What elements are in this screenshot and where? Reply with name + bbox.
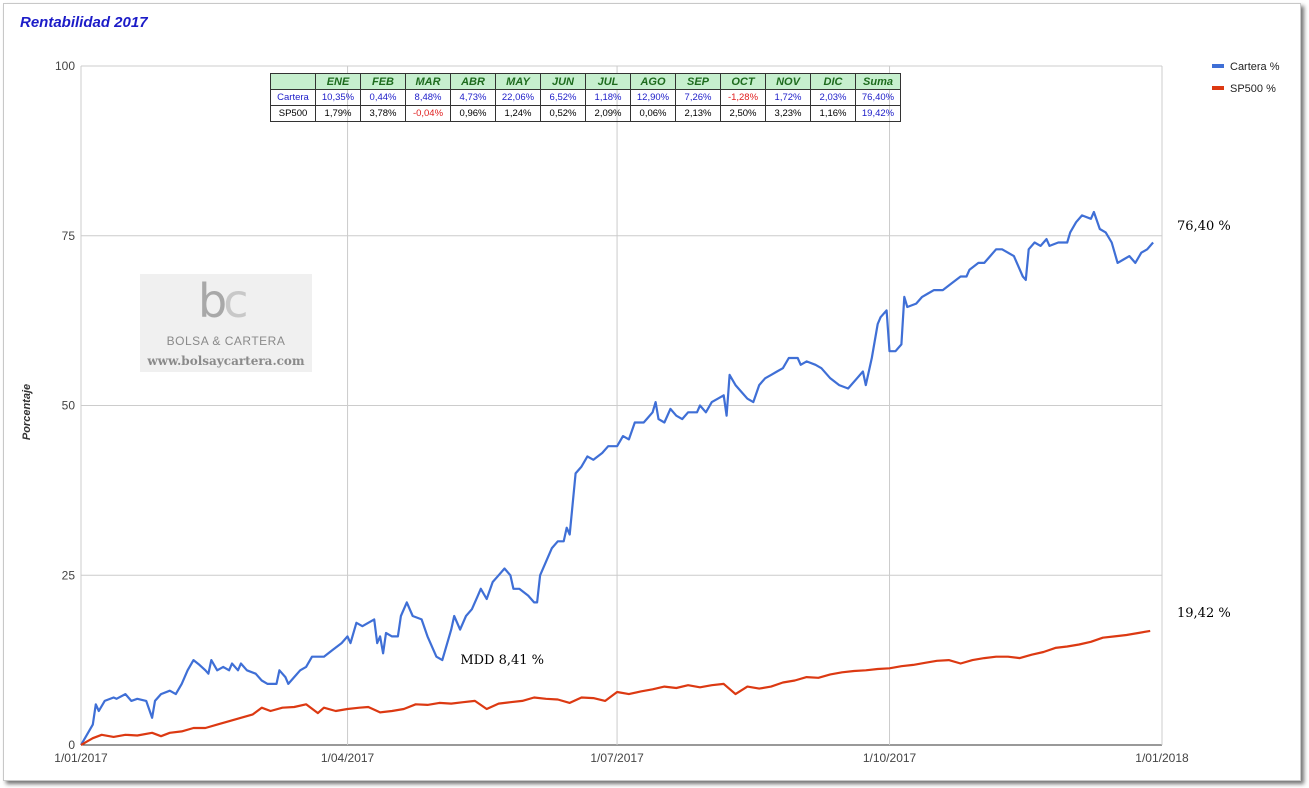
table-header-cell: AGO (630, 73, 676, 90)
legend-label: Cartera % (1230, 61, 1280, 73)
series-end-label: 76,40 % (1177, 219, 1231, 234)
x-tick-label: 1/04/2017 (321, 751, 375, 765)
watermark-url: www.bolsaycartera.com (147, 354, 305, 368)
table-header-cell: OCT (720, 73, 766, 90)
y-tick-label: 75 (62, 229, 76, 243)
table-cell: 3,23% (765, 105, 811, 122)
annotation-mdd: MDD 8,41 % (460, 653, 544, 668)
table-cell: -1,28% (720, 89, 766, 106)
table-cell: 10,35% (315, 89, 361, 106)
table-cell: 1,72% (765, 89, 811, 106)
legend: Cartera % SP500 % (1212, 61, 1280, 95)
table-cell: 8,48% (405, 89, 451, 106)
y-tick-label: 25 (62, 568, 76, 582)
series-layer: 76,40 % 19,42 % (80, 210, 1231, 746)
x-tick-label: 1/01/2017 (54, 751, 108, 765)
table-header-cell: MAY (495, 73, 541, 90)
x-tick-label: 1/07/2017 (590, 751, 644, 765)
table-cell: 0,44% (360, 89, 406, 106)
row-label-cartera: Cartera (270, 89, 316, 106)
watermark-bc-logo: bc (198, 274, 249, 328)
x-tick-label: 1/01/2018 (1135, 751, 1189, 765)
table-cell: 6,52% (540, 89, 586, 106)
table-cell: 0,06% (630, 105, 676, 122)
table-cell: 0,52% (540, 105, 586, 122)
table-header-cell: JUL (585, 73, 631, 90)
monthly-returns-table: ENE FEB MAR ABR MAY JUN JUL AGO SEP OCT … (270, 73, 901, 122)
table-header-cell: Suma (855, 73, 901, 90)
y-tick-label: 100 (55, 59, 75, 73)
table-cell: 4,73% (450, 89, 496, 106)
y-tick-label: 50 (62, 399, 76, 413)
table-corner-cell (270, 73, 316, 90)
grid-lines (80, 65, 1163, 746)
legend-label: SP500 % (1230, 83, 1276, 95)
row-label-sp500: SP500 (270, 105, 316, 122)
table-header-row: ENE FEB MAR ABR MAY JUN JUL AGO SEP OCT … (270, 73, 901, 90)
series-line-cartera (80, 210, 1154, 746)
table-cell: 19,42% (855, 105, 901, 122)
table-cell: 2,09% (585, 105, 631, 122)
table-row-sp500: SP500 1,79% 3,78% -0,04% 0,96% 1,24% 0,5… (270, 105, 901, 122)
chart-frame: Rentabilidad 2017 0 25 50 75 100 1/01/2017 1/… (3, 3, 1301, 781)
y-tick-label: 0 (68, 738, 75, 752)
table-cell: 1,18% (585, 89, 631, 106)
table-cell: 2,13% (675, 105, 721, 122)
series-line-sp500 (80, 629, 1151, 746)
table-cell: 7,26% (675, 89, 721, 106)
table-header-cell: NOV (765, 73, 811, 90)
annotations-layer: MDD 8,41 % (460, 653, 544, 668)
x-tick-label: 1/10/2017 (863, 751, 917, 765)
table-cell: 22,06% (495, 89, 541, 106)
logo-b: b (198, 274, 227, 328)
table-cell: 2,50% (720, 105, 766, 122)
table-header-cell: ENE (315, 73, 361, 90)
logo-c: c (223, 274, 248, 328)
table-header-cell: DIC (810, 73, 856, 90)
watermark-logo: bc BOLSA & CARTERA www.bolsaycartera.com (140, 274, 312, 372)
watermark-name: BOLSA & CARTERA (166, 334, 286, 348)
y-axis-ticks: 0 25 50 75 100 (55, 59, 75, 752)
table-header-cell: FEB (360, 73, 406, 90)
table-cell: 12,90% (630, 89, 676, 106)
x-axis-ticks: 1/01/2017 1/04/2017 1/07/2017 1/10/2017 1/01… (54, 751, 1189, 765)
table-cell: 1,24% (495, 105, 541, 122)
table-cell: 1,16% (810, 105, 856, 122)
table-cell: -0,04% (405, 105, 451, 122)
table-cell: 3,78% (360, 105, 406, 122)
table-header-cell: JUN (540, 73, 586, 90)
chart-title: Rentabilidad 2017 (20, 14, 148, 31)
table-cell: 76,40% (855, 89, 901, 106)
table-header-cell: ABR (450, 73, 496, 90)
table-cell: 2,03% (810, 89, 856, 106)
table-cell: 1,79% (315, 105, 361, 122)
table-header-cell: MAR (405, 73, 451, 90)
table-header-cell: SEP (675, 73, 721, 90)
table-row-cartera: Cartera 10,35% 0,44% 8,48% 4,73% 22,06% … (270, 89, 901, 106)
table-cell: 0,96% (450, 105, 496, 122)
series-end-label: 19,42 % (1177, 606, 1231, 621)
y-axis-title: Porcentaje (21, 384, 33, 440)
